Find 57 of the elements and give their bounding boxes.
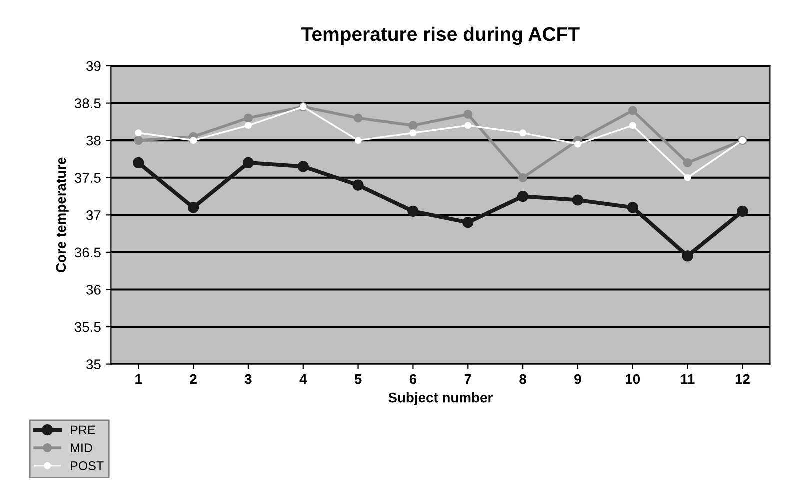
point [352, 180, 364, 191]
x-tick-label: 11 [681, 374, 695, 384]
point [572, 194, 584, 206]
point [629, 122, 636, 130]
point [628, 106, 638, 116]
point [135, 130, 142, 137]
point [190, 137, 198, 144]
point [464, 122, 472, 130]
point [410, 130, 417, 137]
point [574, 140, 582, 148]
x-tick-label: 8 [520, 374, 526, 384]
x-tick-label: 2 [190, 374, 197, 384]
point [682, 250, 694, 262]
point [737, 206, 748, 217]
point [133, 157, 144, 169]
point [244, 114, 253, 123]
x-tick-label: 12 [736, 374, 750, 384]
y-tick-label: 38.5 [74, 98, 101, 108]
x-tick-label: 3 [244, 374, 252, 384]
y-tick-label: 36.5 [74, 248, 101, 258]
y-tick-label: 38 [86, 136, 101, 146]
legend-label: MID [71, 444, 92, 452]
point [408, 206, 419, 217]
x-tick-label: 6 [410, 374, 417, 384]
x-tick-label: 10 [626, 374, 640, 384]
y-axis-title: Core temperature [56, 158, 69, 272]
point [517, 190, 529, 202]
point [408, 121, 418, 130]
legend-label: POST [71, 462, 104, 470]
point [244, 122, 252, 130]
x-tick-label: 7 [464, 374, 472, 384]
point [518, 173, 528, 182]
y-tick-label: 37.5 [74, 173, 101, 184]
legend-label: PRE [71, 426, 96, 434]
point [684, 174, 692, 182]
point [354, 137, 362, 144]
point [462, 217, 474, 228]
x-tick-label: 1 [136, 374, 142, 384]
chart-title: Temperature rise during ACFT [302, 26, 580, 46]
y-tick-label: 39 [86, 61, 101, 72]
point [242, 157, 254, 169]
x-tick-label: 4 [300, 374, 308, 384]
point [627, 202, 638, 214]
x-axis-title: Subject number [388, 392, 493, 406]
x-tick-label: 9 [574, 374, 582, 384]
x-tick-label: 5 [354, 374, 362, 384]
point [683, 158, 692, 168]
point [188, 202, 200, 214]
y-tick-label: 36 [86, 285, 101, 295]
point [354, 114, 363, 123]
point [298, 161, 309, 172]
point [134, 136, 144, 146]
point [520, 130, 527, 137]
y-tick-label: 35 [86, 360, 101, 370]
point [464, 110, 473, 119]
y-tick-label: 35.5 [74, 322, 101, 332]
y-tick-label: 37 [86, 210, 101, 220]
